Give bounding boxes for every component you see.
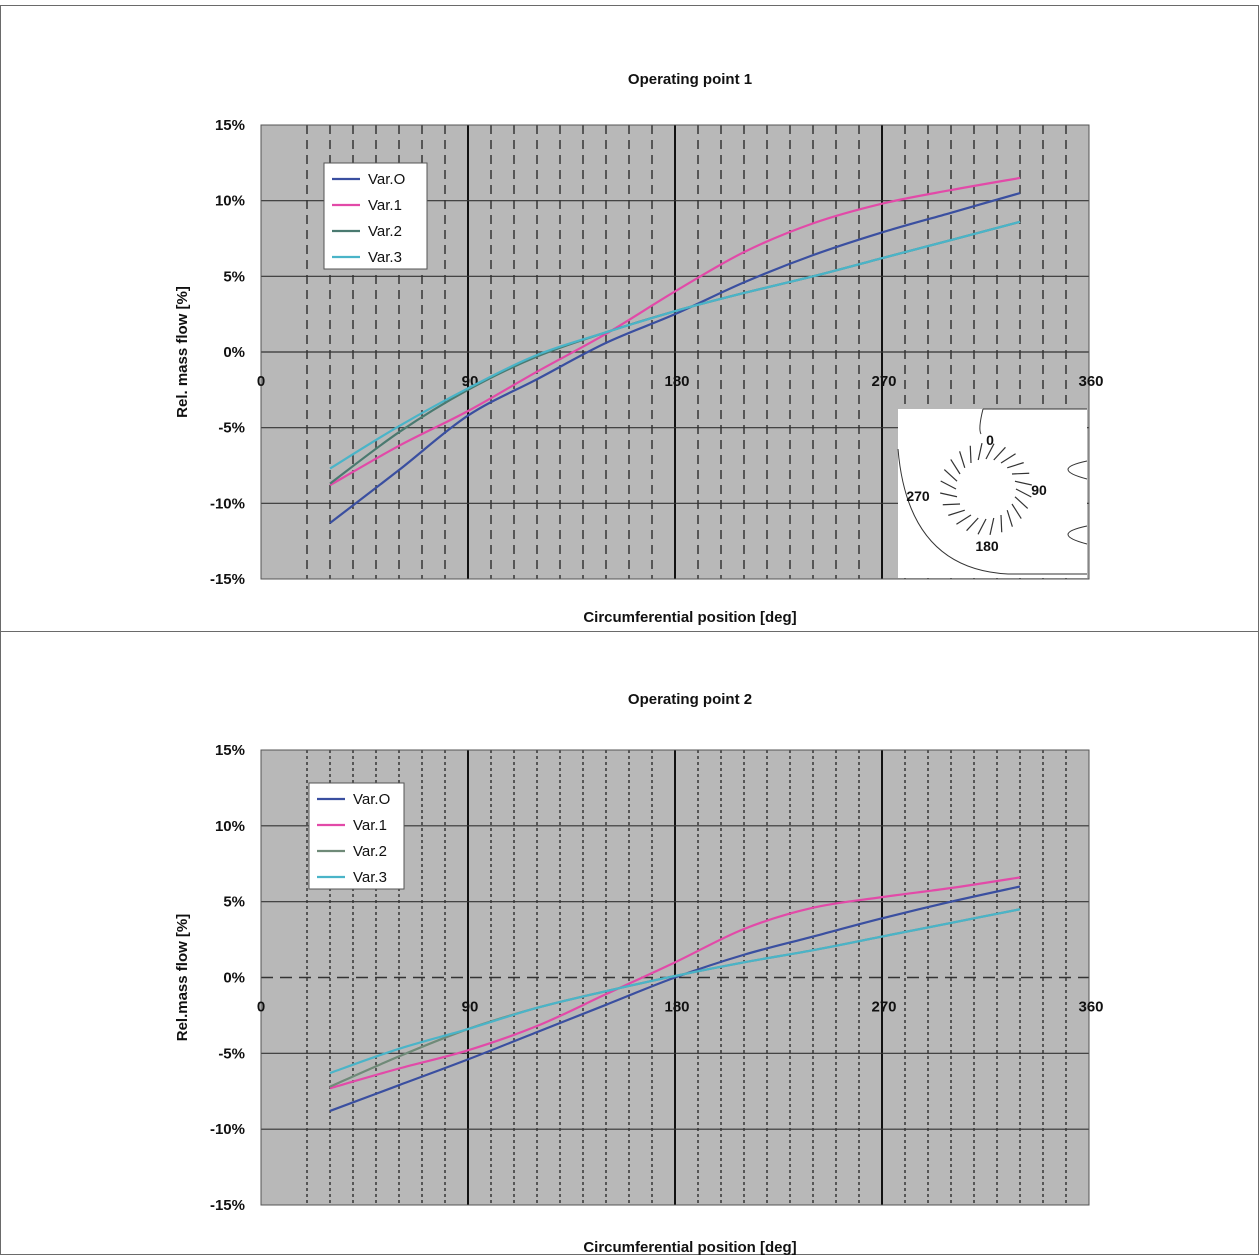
y-tick-label: 15% bbox=[215, 742, 245, 759]
x-tick-label: 270 bbox=[871, 373, 896, 390]
y-tick-label: 5% bbox=[223, 268, 245, 285]
series-line-var-o bbox=[329, 885, 1021, 1112]
legend-box bbox=[308, 782, 405, 890]
x-tick-label: 360 bbox=[1078, 373, 1103, 390]
series-line-var-o bbox=[329, 192, 1021, 524]
x-tick-label: 180 bbox=[664, 373, 689, 390]
inset-blade bbox=[1000, 514, 1003, 533]
legend-label: Var.3 bbox=[368, 249, 402, 266]
inset-blade bbox=[1015, 488, 1032, 498]
y-axis-label: Rel. mass flow [%] bbox=[174, 286, 191, 418]
inset-flap bbox=[1067, 525, 1088, 545]
inset-blade bbox=[1007, 462, 1024, 469]
y-axis-label: Rel.mass flow [%] bbox=[174, 914, 191, 1042]
inset-outline-bottom bbox=[897, 448, 1087, 575]
y-tick-label: -10% bbox=[210, 495, 245, 512]
chart-svg-1: Operating point 1 15% 10% 5% 0% -5% -10% -15% 0 9… bbox=[174, 71, 1104, 626]
y-tick-label: -10% bbox=[210, 1121, 245, 1138]
y-tick-label: -15% bbox=[210, 1197, 245, 1214]
x-tick-label: 90 bbox=[462, 999, 479, 1016]
x-tick-label: 360 bbox=[1078, 999, 1103, 1016]
inset-label: 180 bbox=[975, 538, 999, 554]
y-tick-label: 10% bbox=[215, 818, 245, 835]
inset-diagram: 0 90 180 270 bbox=[897, 408, 1088, 578]
inset-blade bbox=[959, 451, 966, 468]
inset-blade bbox=[989, 517, 995, 535]
inset-blade bbox=[950, 459, 961, 475]
chart-panel-1: Operating point 1 15% 10% 5% 0% -5% -10% -15% 0 9… bbox=[0, 5, 1259, 632]
chart-title: Operating point 1 bbox=[628, 71, 752, 88]
inset-blade bbox=[1014, 496, 1029, 509]
legend-label: Var.1 bbox=[353, 817, 387, 834]
y-tick-label: 0% bbox=[223, 344, 245, 361]
inset-blade bbox=[1011, 503, 1022, 519]
inset-blade bbox=[969, 445, 972, 464]
inset-blade bbox=[985, 443, 995, 460]
series-line-var-3 bbox=[329, 908, 1021, 1075]
inset-blade bbox=[977, 518, 987, 535]
inset-label: 270 bbox=[906, 488, 930, 504]
y-tick-label: 10% bbox=[215, 193, 245, 210]
inset-blade bbox=[940, 492, 958, 498]
y-tick-label: 0% bbox=[223, 970, 245, 987]
legend-label: Var.3 bbox=[353, 869, 387, 886]
legend-box bbox=[323, 162, 428, 270]
inset-flap bbox=[1067, 460, 1088, 480]
inset-blade bbox=[1000, 453, 1016, 464]
inset-blade bbox=[1014, 480, 1032, 486]
legend-label: Var.O bbox=[353, 791, 390, 808]
inset-tongue bbox=[979, 408, 984, 435]
chart-title: Operating point 2 bbox=[628, 691, 752, 708]
legend-label: Var.1 bbox=[368, 197, 402, 214]
inset-blade bbox=[942, 503, 961, 506]
inset-label: 0 bbox=[986, 432, 994, 448]
inset-blade bbox=[943, 469, 958, 482]
x-axis-label: Circumferential position [deg] bbox=[583, 609, 796, 626]
inset-blade bbox=[940, 480, 957, 490]
series-line-var-3 bbox=[329, 220, 1021, 470]
inset-blade bbox=[1006, 510, 1013, 527]
plot-border bbox=[260, 749, 1090, 1206]
plot-border bbox=[260, 124, 1090, 580]
legend-label: Var.2 bbox=[353, 843, 387, 860]
inset-background bbox=[898, 409, 1087, 578]
x-tick-label: 0 bbox=[257, 999, 265, 1016]
x-tick-label: 270 bbox=[871, 999, 896, 1016]
inset-blade bbox=[948, 509, 965, 516]
legend-label: Var.O bbox=[368, 171, 405, 188]
x-tick-label: 180 bbox=[664, 999, 689, 1016]
chart-panel-2: Operating point 2 15% 10% 5% 0% -5% -10% -15% 0 9… bbox=[0, 632, 1259, 1255]
inset-blade bbox=[966, 517, 979, 532]
y-tick-label: -5% bbox=[218, 420, 245, 437]
y-tick-label: 5% bbox=[223, 894, 245, 911]
legend-label: Var.2 bbox=[368, 223, 402, 240]
x-axis-label: Circumferential position [deg] bbox=[583, 1239, 796, 1255]
y-tick-label: -5% bbox=[218, 1045, 245, 1062]
y-tick-label: -15% bbox=[210, 571, 245, 588]
inset-blade bbox=[1011, 472, 1030, 475]
chart-svg-2: Operating point 2 15% 10% 5% 0% -5% -10% -15% 0 9… bbox=[174, 691, 1104, 1255]
inset-blade bbox=[993, 446, 1006, 461]
inset-blade bbox=[956, 514, 972, 525]
x-tick-label: 0 bbox=[257, 373, 265, 390]
series-line-var-1 bbox=[329, 176, 1021, 487]
inset-blade bbox=[977, 443, 983, 461]
inset-label: 90 bbox=[1031, 482, 1047, 498]
series-line-var-1 bbox=[329, 876, 1021, 1090]
y-tick-label: 15% bbox=[215, 117, 245, 134]
